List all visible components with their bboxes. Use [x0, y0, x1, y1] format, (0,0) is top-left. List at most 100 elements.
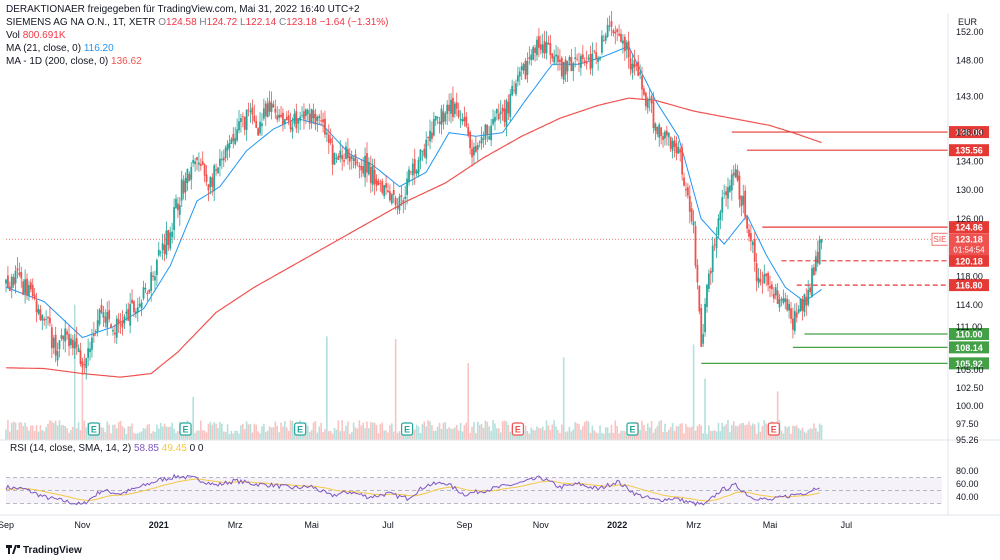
- volume-bar: [755, 433, 758, 440]
- volume-bar: [576, 423, 578, 440]
- volume-bar: [161, 426, 164, 440]
- candle-body: [348, 155, 351, 162]
- volume-bar: [171, 422, 173, 440]
- volume-bar: [100, 427, 103, 440]
- candle-body: [516, 75, 519, 82]
- candle-body: [602, 39, 605, 41]
- volume-bar: [509, 431, 512, 440]
- candle-body: [261, 123, 263, 127]
- candle-body: [352, 158, 355, 161]
- volume-bar: [383, 430, 385, 440]
- volume-bar: [173, 428, 175, 440]
- volume-bar: [473, 421, 475, 440]
- earnings-marker[interactable]: [626, 422, 639, 436]
- candle-body: [721, 197, 724, 213]
- volume-bar: [413, 429, 416, 440]
- volume-bar: [429, 421, 431, 440]
- candle-body: [629, 58, 632, 70]
- volume-bar: [736, 426, 739, 440]
- candle-body: [473, 146, 475, 156]
- candle-body: [509, 94, 512, 117]
- earnings-marker[interactable]: [179, 422, 192, 436]
- candle-body: [56, 351, 59, 361]
- rsi-tick-label: 80.00: [956, 466, 979, 476]
- time-tick-label: Mai: [304, 520, 319, 530]
- earnings-marker[interactable]: [767, 422, 780, 436]
- volume-bar: [322, 432, 324, 440]
- candle-body: [306, 109, 309, 115]
- volume-bar: [641, 420, 643, 440]
- earnings-marker[interactable]: [511, 422, 524, 436]
- earnings-marker[interactable]: [87, 422, 100, 436]
- volume-bar: [436, 426, 439, 440]
- volume-bar: [807, 429, 809, 440]
- volume-bar: [570, 431, 573, 440]
- level-tag-label: 124.86: [955, 223, 983, 233]
- candle-body: [681, 147, 684, 175]
- volume-bar: [259, 433, 261, 440]
- volume-bar: [272, 427, 275, 440]
- candle-body: [329, 138, 332, 144]
- candle-body: [507, 101, 510, 114]
- volume-bar: [645, 431, 647, 440]
- volume-bar: [683, 433, 685, 440]
- candle-body: [792, 318, 794, 330]
- candle-body: [173, 207, 175, 231]
- candle-body: [415, 170, 418, 174]
- candle-body: [112, 330, 114, 332]
- volume-bar: [85, 427, 88, 440]
- candle-body: [268, 100, 271, 112]
- candle-body: [423, 148, 426, 157]
- earnings-marker[interactable]: [294, 422, 307, 436]
- time-tick-label: Mrz: [228, 520, 243, 530]
- candle-body: [799, 298, 802, 312]
- candle-body: [807, 289, 810, 305]
- candle-body: [612, 30, 615, 34]
- candle-body: [243, 116, 246, 130]
- volume-bar: [746, 424, 748, 440]
- candle-body: [627, 41, 630, 58]
- price-levels: 138.08 135.56 124.86 120.18 116.80 110.00 108.…: [6, 126, 989, 370]
- tradingview-brand[interactable]: TradingView: [6, 545, 82, 556]
- volume-bar: [375, 424, 378, 440]
- candle-body: [249, 110, 252, 113]
- candle-body: [381, 180, 384, 193]
- candle-body: [77, 347, 80, 352]
- candle-body: [199, 164, 202, 166]
- volume-bar: [156, 424, 158, 440]
- volume-bar: [362, 422, 364, 440]
- candle-body: [765, 273, 768, 277]
- candle-body: [161, 243, 164, 251]
- candle-body: [553, 56, 556, 63]
- volume-bar: [492, 420, 494, 440]
- volume-bar: [358, 420, 361, 440]
- candle-body: [591, 53, 594, 69]
- candle-body: [522, 63, 525, 71]
- candle-body: [119, 324, 122, 326]
- volume-bar: [601, 432, 603, 440]
- candle-body: [652, 101, 655, 129]
- candle-body: [715, 237, 718, 249]
- price-tick-label: 143.00: [956, 92, 984, 102]
- candle-body: [96, 320, 99, 332]
- candle-body: [425, 139, 428, 159]
- volume-bar: [540, 428, 542, 440]
- price-tick-label: 105.00: [956, 365, 984, 375]
- candle-body: [788, 303, 790, 311]
- volume-bar: [792, 425, 794, 440]
- volume-bar: [538, 427, 540, 440]
- earnings-marker[interactable]: [401, 422, 414, 436]
- candle-body: [266, 103, 269, 118]
- candle-body: [10, 276, 13, 289]
- volume-bar: [545, 420, 548, 440]
- candle-body: [350, 156, 353, 159]
- volume-bar: [580, 429, 582, 440]
- currency-label: EUR: [958, 17, 978, 27]
- candle-body: [557, 55, 559, 63]
- candle-body: [8, 286, 11, 291]
- candle-body: [390, 194, 393, 204]
- volume-bar: [761, 426, 764, 440]
- candle-body: [240, 118, 242, 123]
